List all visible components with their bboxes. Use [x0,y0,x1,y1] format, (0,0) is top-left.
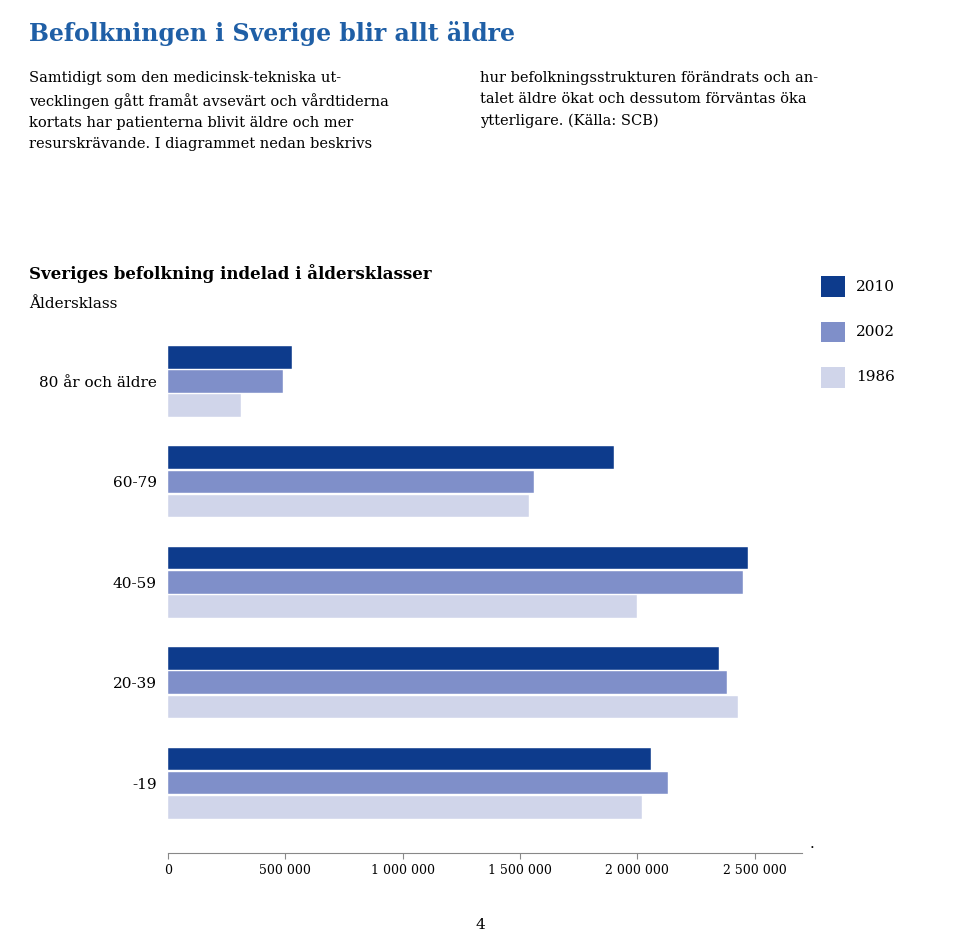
Bar [168,346,293,369]
Bar [168,495,529,518]
Bar [168,696,738,719]
Text: .: . [809,836,814,851]
Bar [168,595,637,618]
Bar [168,547,748,570]
Text: hur befolkningsstrukturen förändrats och an-
talet äldre ökat och dessutom förvä: hur befolkningsstrukturen förändrats och… [480,71,818,127]
Text: 4: 4 [475,918,485,932]
Bar [168,748,652,770]
Text: 1986: 1986 [856,371,895,384]
Text: Åldersklass: Åldersklass [29,297,117,311]
Bar [168,394,241,417]
Bar [168,771,668,794]
Bar [168,446,613,469]
Bar [168,371,283,393]
Text: Befolkningen i Sverige blir allt äldre: Befolkningen i Sverige blir allt äldre [29,21,515,46]
Bar [168,571,743,593]
Bar [168,671,727,694]
Text: 2002: 2002 [856,325,896,339]
Text: 2010: 2010 [856,280,896,293]
Bar [168,796,642,819]
Bar [168,471,534,493]
Text: Sveriges befolkning indelad i åldersklasser: Sveriges befolkning indelad i åldersklas… [29,264,431,283]
Text: Samtidigt som den medicinsk-tekniska ut-
vecklingen gått framåt avsevärt och vår: Samtidigt som den medicinsk-tekniska ut-… [29,71,389,151]
Bar [168,647,719,670]
